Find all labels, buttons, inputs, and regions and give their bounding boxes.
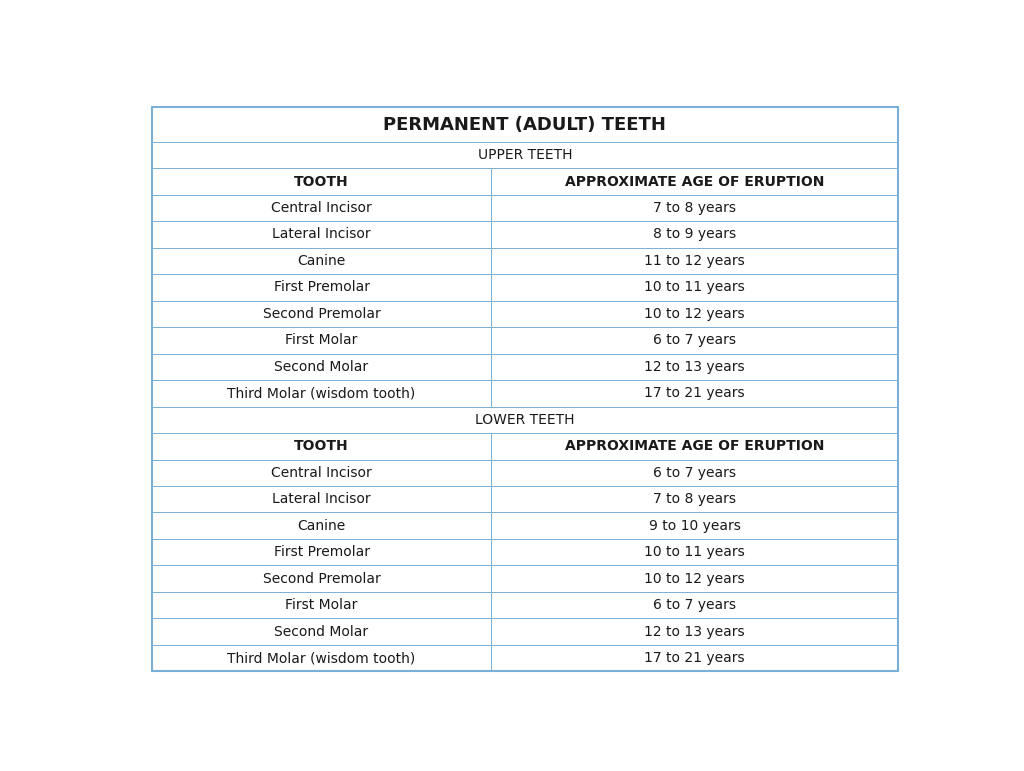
Text: First Molar: First Molar [286, 333, 357, 348]
Text: Second Premolar: Second Premolar [262, 571, 380, 586]
Text: 10 to 11 years: 10 to 11 years [644, 545, 744, 559]
Text: APPROXIMATE AGE OF ERUPTION: APPROXIMATE AGE OF ERUPTION [565, 174, 824, 188]
Bar [152, 142, 898, 168]
Text: 11 to 12 years: 11 to 12 years [644, 254, 744, 268]
Bar [152, 592, 492, 618]
Text: Third Molar (wisdom tooth): Third Molar (wisdom tooth) [227, 651, 416, 665]
Text: 17 to 21 years: 17 to 21 years [644, 651, 744, 665]
Bar [492, 354, 898, 380]
Text: TOOTH: TOOTH [294, 439, 349, 453]
Bar [492, 513, 898, 539]
Bar [492, 247, 898, 274]
Text: 6 to 7 years: 6 to 7 years [653, 598, 736, 612]
Text: 7 to 8 years: 7 to 8 years [653, 492, 736, 507]
Bar [152, 539, 492, 565]
Text: Lateral Incisor: Lateral Incisor [272, 492, 371, 507]
Text: 10 to 12 years: 10 to 12 years [644, 307, 744, 321]
Bar [492, 539, 898, 565]
Bar [152, 513, 492, 539]
Bar [152, 327, 492, 354]
Text: Canine: Canine [297, 519, 346, 533]
Text: 9 to 10 years: 9 to 10 years [648, 519, 740, 533]
Bar [492, 380, 898, 406]
Bar [152, 565, 492, 592]
Bar [492, 592, 898, 618]
Text: Third Molar (wisdom tooth): Third Molar (wisdom tooth) [227, 386, 416, 400]
Bar [492, 195, 898, 221]
Bar [152, 274, 492, 301]
Bar [152, 433, 492, 460]
Bar [152, 406, 898, 433]
Bar [492, 565, 898, 592]
Text: 10 to 12 years: 10 to 12 years [644, 571, 744, 586]
Text: APPROXIMATE AGE OF ERUPTION: APPROXIMATE AGE OF ERUPTION [565, 439, 824, 453]
Bar [152, 168, 492, 195]
Bar [152, 645, 492, 672]
Text: Lateral Incisor: Lateral Incisor [272, 227, 371, 241]
Text: Second Premolar: Second Premolar [262, 307, 380, 321]
Bar [492, 645, 898, 672]
Text: 12 to 13 years: 12 to 13 years [644, 625, 744, 638]
Bar [152, 107, 898, 142]
Text: Second Molar: Second Molar [274, 625, 369, 638]
Text: First Molar: First Molar [286, 598, 357, 612]
Bar [492, 221, 898, 247]
Bar [152, 354, 492, 380]
Bar [152, 221, 492, 247]
Bar [152, 247, 492, 274]
Text: Central Incisor: Central Incisor [271, 466, 372, 480]
Text: PERMANENT (ADULT) TEETH: PERMANENT (ADULT) TEETH [383, 116, 667, 133]
Text: 7 to 8 years: 7 to 8 years [653, 201, 736, 215]
Text: 17 to 21 years: 17 to 21 years [644, 386, 744, 400]
Bar [492, 433, 898, 460]
Bar [492, 618, 898, 645]
Bar [492, 274, 898, 301]
Bar [152, 380, 492, 406]
Bar [492, 168, 898, 195]
Text: 8 to 9 years: 8 to 9 years [653, 227, 736, 241]
Text: First Premolar: First Premolar [273, 545, 370, 559]
Bar [152, 301, 492, 327]
Bar [152, 618, 492, 645]
Text: 6 to 7 years: 6 to 7 years [653, 333, 736, 348]
Bar [152, 460, 492, 486]
Text: UPPER TEETH: UPPER TEETH [477, 148, 572, 162]
Text: Canine: Canine [297, 254, 346, 268]
Text: LOWER TEETH: LOWER TEETH [475, 412, 574, 427]
Bar [492, 460, 898, 486]
Text: 6 to 7 years: 6 to 7 years [653, 466, 736, 480]
Text: 10 to 11 years: 10 to 11 years [644, 281, 744, 295]
Bar [492, 327, 898, 354]
Text: Second Molar: Second Molar [274, 360, 369, 374]
Bar [152, 486, 492, 513]
Text: 12 to 13 years: 12 to 13 years [644, 360, 744, 374]
Text: First Premolar: First Premolar [273, 281, 370, 295]
Bar [492, 301, 898, 327]
Bar [492, 486, 898, 513]
Text: Central Incisor: Central Incisor [271, 201, 372, 215]
Bar [152, 195, 492, 221]
Text: TOOTH: TOOTH [294, 174, 349, 188]
